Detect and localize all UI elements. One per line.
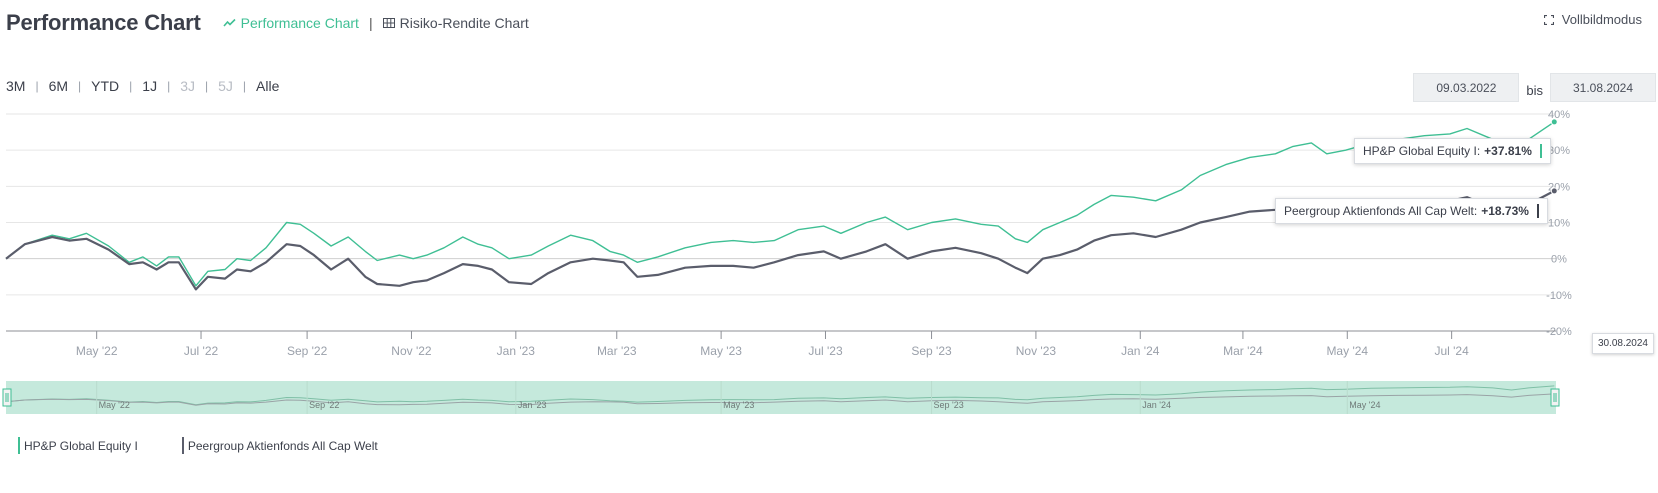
navigator-series-line xyxy=(5,393,1555,406)
range-button-3j: 3J xyxy=(180,78,195,94)
expand-icon xyxy=(1543,14,1554,25)
navigator-tick-label: Jan '23 xyxy=(518,400,547,410)
tooltip-peer: Peergroup Aktienfonds All Cap Welt: +18.… xyxy=(1275,198,1548,224)
navigator-selection xyxy=(6,381,1556,414)
tab-risk-return-chart[interactable]: Risiko-Rendite Chart xyxy=(382,15,529,31)
x-tick-label: May '22 xyxy=(76,344,118,358)
x-tick-label: Sep '23 xyxy=(911,344,952,358)
range-button-5j: 5J xyxy=(218,78,233,94)
range-button-alle[interactable]: Alle xyxy=(256,78,280,94)
navigator-handle-body xyxy=(2,388,12,407)
series-line-peer xyxy=(5,189,1555,291)
range-separator: | xyxy=(78,79,82,93)
series-end-point-peer xyxy=(1550,187,1558,195)
range-separator: | xyxy=(242,79,247,93)
range-button-ytd[interactable]: YTD xyxy=(91,78,120,94)
navigator-tick-label: Jan '24 xyxy=(1142,400,1171,410)
tooltip-date: 30.08.2024 xyxy=(1591,333,1654,354)
y-tick-label: 10% xyxy=(1548,218,1570,230)
series-line-fund xyxy=(5,121,1555,287)
x-tick-label: Sep '22 xyxy=(287,344,328,358)
tooltip-fund-swatch xyxy=(1539,144,1542,158)
x-tick-label: May '23 xyxy=(700,344,742,358)
navigator-handle-body xyxy=(1550,388,1560,407)
navigator-tick-label: Sep '22 xyxy=(309,400,339,410)
tooltip-fund-value: +37.81% xyxy=(1484,144,1532,158)
x-tick-label: Jan '23 xyxy=(497,344,536,358)
y-tick-label: 30% xyxy=(1548,145,1570,157)
x-tick-label: Jan '24 xyxy=(1121,344,1160,358)
legend-item-fund[interactable]: HP&P Global Equity I xyxy=(18,437,138,454)
tab-performance-chart[interactable]: Performance Chart xyxy=(223,15,359,31)
tooltip-peer-swatch xyxy=(1536,204,1539,218)
page-title: Performance Chart xyxy=(6,10,201,35)
chart-navigator[interactable]: May '22 Sep '22 Jan '23 May '23 Sep '23 Jan '… xyxy=(0,378,1658,418)
tooltip-peer-label: Peergroup Aktienfonds All Cap Welt: xyxy=(1284,204,1478,218)
fullscreen-button[interactable]: Vollbildmodus xyxy=(1543,12,1642,27)
x-tick-label: Mar '23 xyxy=(597,344,637,358)
x-tick-label: Jul '24 xyxy=(1434,344,1469,358)
legend-item-peer[interactable]: Peergroup Aktienfonds All Cap Welt xyxy=(181,437,378,454)
navigator-tick-label: May '24 xyxy=(1349,400,1380,410)
date-from-input[interactable]: 09.03.2022 xyxy=(1413,73,1520,102)
date-range: 09.03.2022 bis 31.08.2024 xyxy=(1413,73,1656,102)
y-tick-label: -10% xyxy=(1546,290,1572,302)
series-end-point-fund xyxy=(1550,118,1558,126)
tooltip-fund-label: HP&P Global Equity I: xyxy=(1363,144,1481,158)
date-range-bis: bis xyxy=(1526,83,1543,98)
tab-separator: | xyxy=(368,15,373,31)
tab-performance-label: Performance Chart xyxy=(240,15,359,31)
tab-risk-return-label: Risiko-Rendite Chart xyxy=(399,15,529,31)
x-tick-label: Nov '23 xyxy=(1016,344,1057,358)
chart-legend: HP&P Global Equity I Peergroup Aktienfon… xyxy=(18,437,422,454)
performance-line-chart[interactable]: -20%-10%0%10%20%30%40%May '22 Jul '22 Sep … xyxy=(0,100,1658,370)
grid-icon xyxy=(382,18,395,28)
range-separator: | xyxy=(35,79,39,93)
x-tick-label: Mar '24 xyxy=(1223,344,1263,358)
date-to-input[interactable]: 31.08.2024 xyxy=(1550,73,1656,102)
range-selector: 3M | 6M | YTD | 1J | 3J | 5J | Alle xyxy=(6,78,279,94)
navigator-series-line xyxy=(5,385,1555,406)
navigator-tick-label: May '23 xyxy=(723,400,754,410)
navigator-handle-right[interactable] xyxy=(1550,388,1560,407)
line-chart-icon xyxy=(223,18,236,27)
navigator-handle-left[interactable] xyxy=(2,388,12,407)
x-tick-label: Jul '23 xyxy=(808,344,843,358)
y-tick-label: 0% xyxy=(1551,254,1567,266)
x-tick-label: May '24 xyxy=(1326,344,1368,358)
fullscreen-label: Vollbildmodus xyxy=(1561,12,1642,27)
x-tick-label: Nov '22 xyxy=(391,344,432,358)
legend-swatch-peer xyxy=(181,437,184,454)
legend-swatch-fund xyxy=(18,437,20,454)
y-tick-label: 40% xyxy=(1548,109,1570,121)
range-separator: | xyxy=(205,79,209,93)
range-separator: | xyxy=(129,79,133,93)
range-button-1j[interactable]: 1J xyxy=(142,78,158,94)
tooltip-fund: HP&P Global Equity I: +37.81% xyxy=(1354,138,1551,164)
tooltip-peer-value: +18.73% xyxy=(1481,204,1529,218)
range-button-6m[interactable]: 6M xyxy=(48,78,69,94)
legend-label-peer: Peergroup Aktienfonds All Cap Welt xyxy=(187,438,378,453)
x-tick-label: Jul '22 xyxy=(184,344,219,358)
y-tick-label: -20% xyxy=(1546,326,1572,338)
legend-label-fund: HP&P Global Equity I xyxy=(24,438,138,453)
navigator-tick-label: May '22 xyxy=(99,400,130,410)
navigator-tick-label: Sep '23 xyxy=(934,400,964,410)
chart-header: Performance Chart Performance Chart | Ri… xyxy=(6,8,529,38)
range-button-3m[interactable]: 3M xyxy=(6,78,26,94)
range-separator: | xyxy=(167,79,171,93)
